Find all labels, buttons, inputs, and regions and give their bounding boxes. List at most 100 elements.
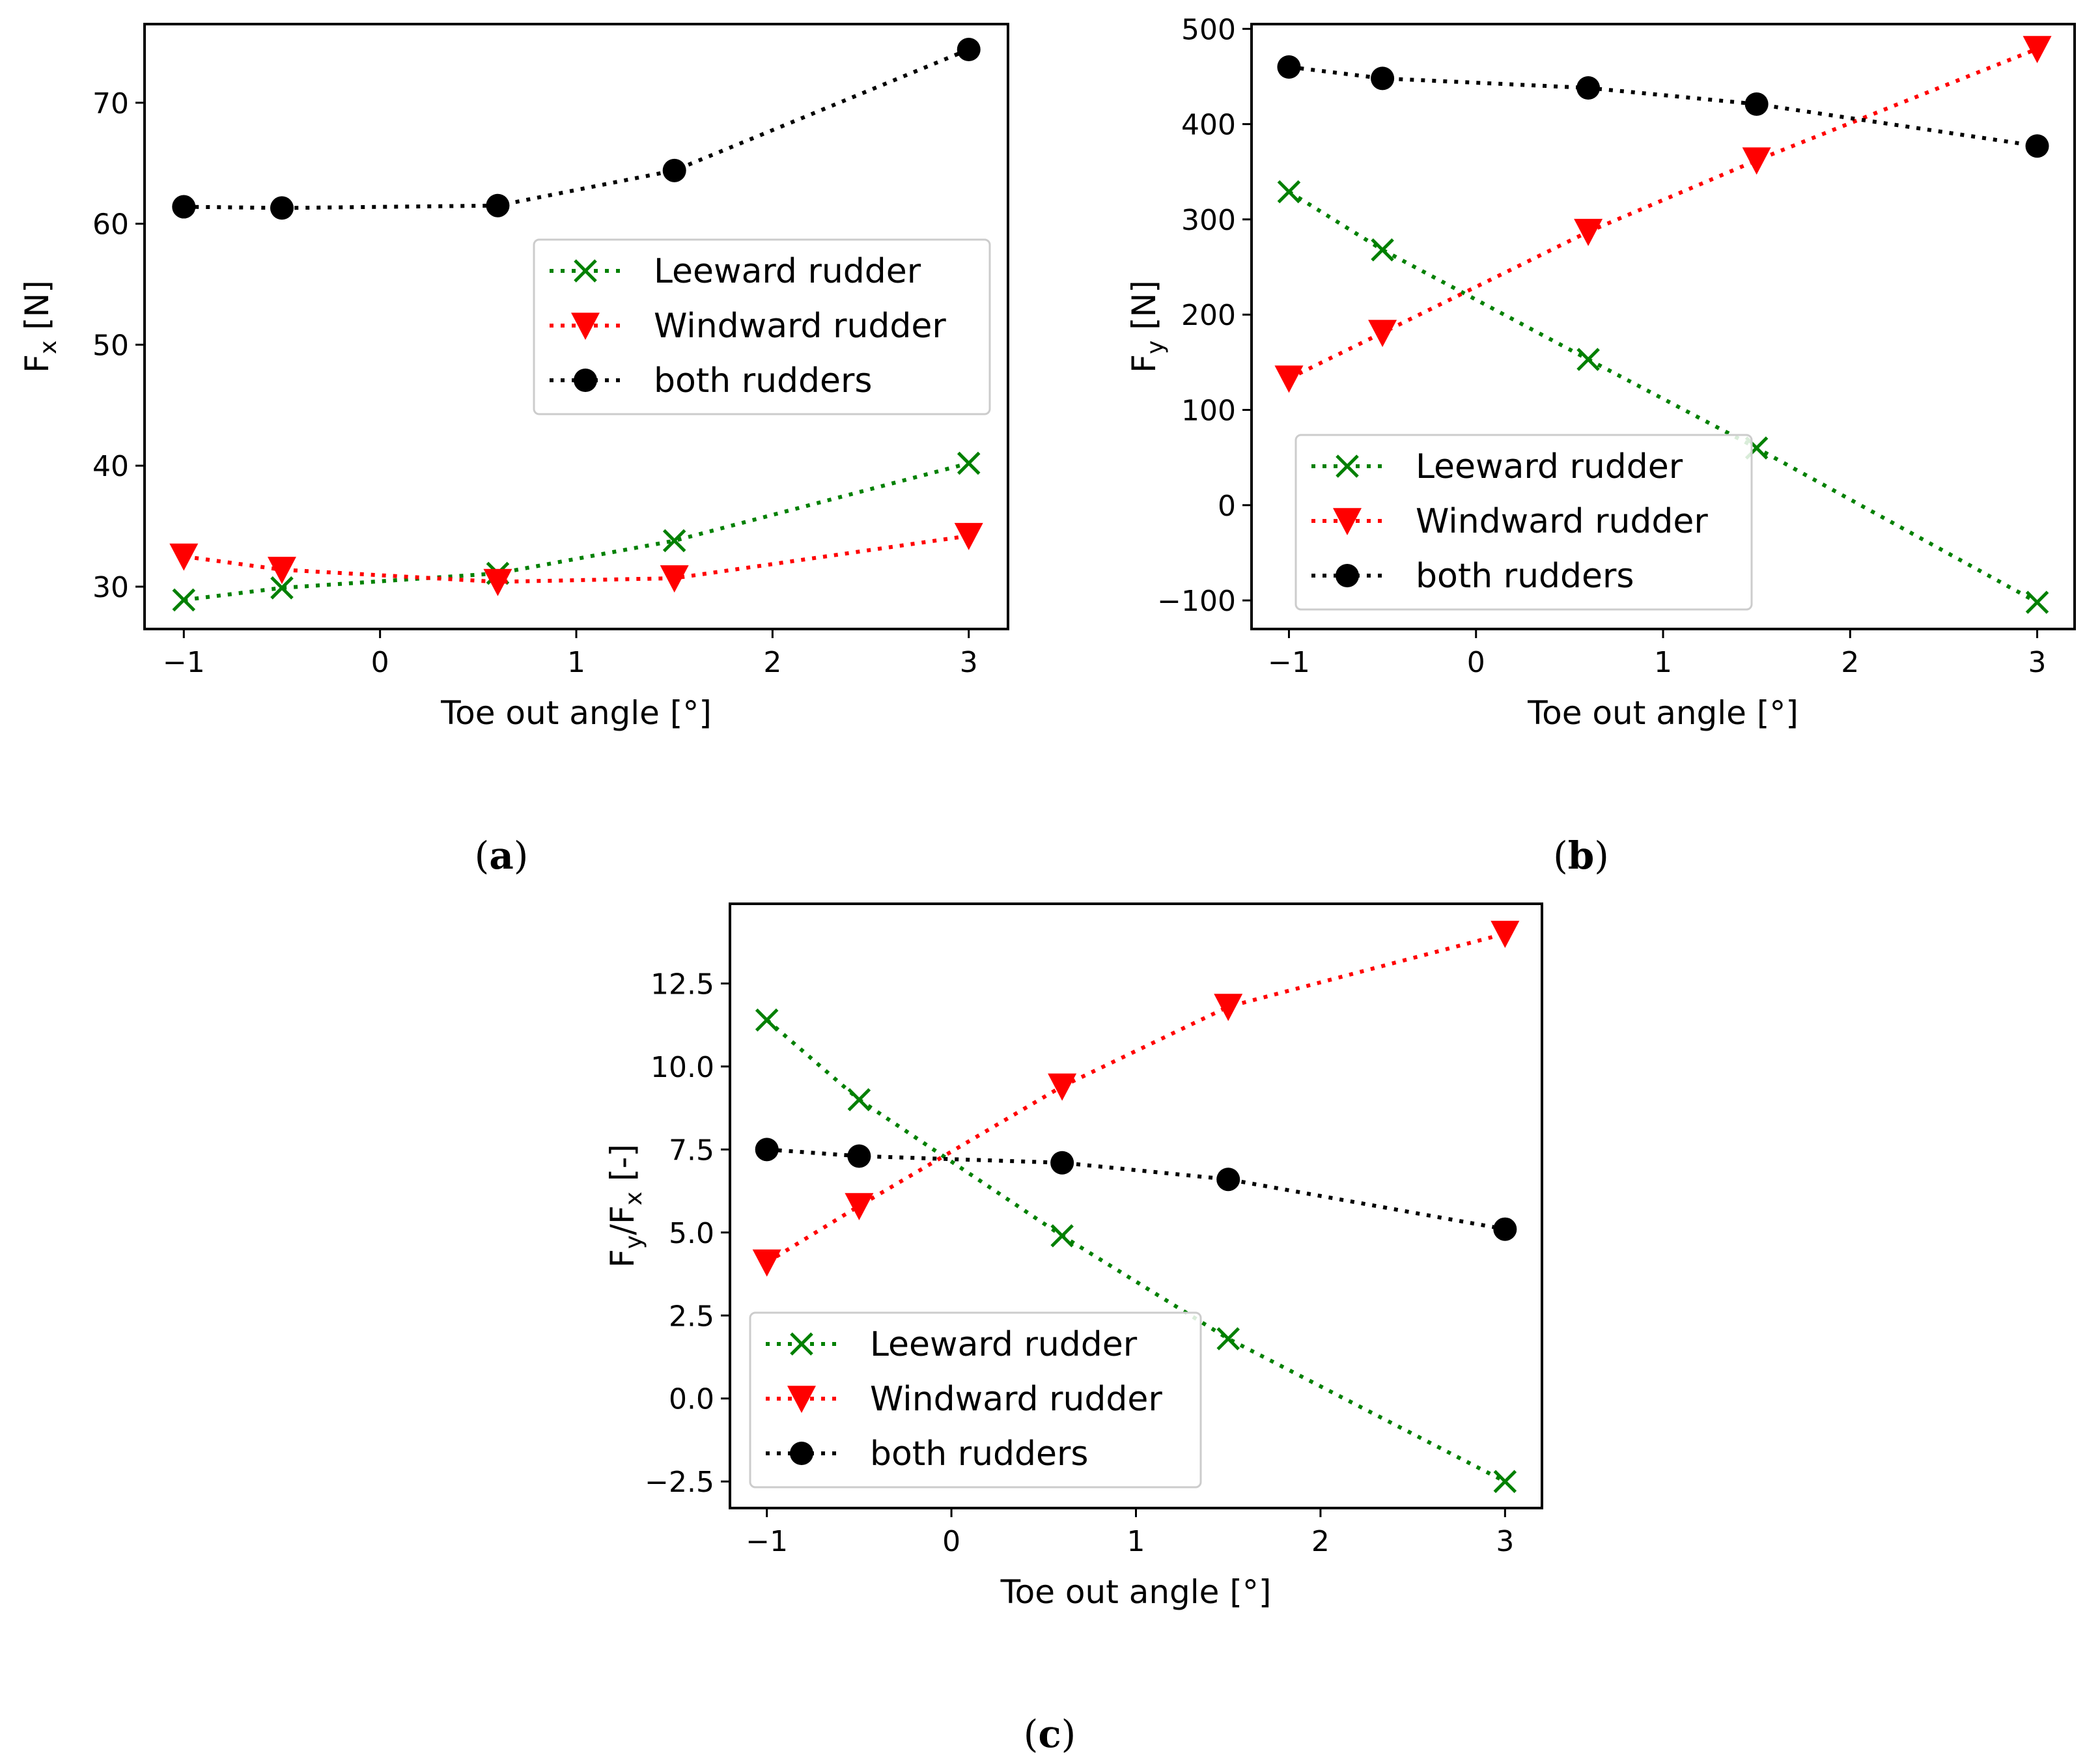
y-tick-label: 50 — [92, 329, 129, 362]
legend-box — [1295, 434, 1753, 611]
data-point-leeward-rudder — [1576, 348, 1600, 371]
data-point-both-rudders — [2025, 134, 2049, 158]
legend-marker-windward-rudder — [571, 313, 600, 340]
x-tick-label: 2 — [1841, 646, 1859, 679]
data-point-leeward-rudder — [1371, 238, 1394, 262]
x-tick-label: 2 — [1311, 1525, 1330, 1558]
legend-label-windward-rudder: Windward rudder — [1416, 502, 1708, 541]
data-point-both-rudders — [1371, 66, 1395, 91]
data-point-leeward-rudder — [755, 1008, 779, 1032]
panel-a-chart: −1 0 1 2 3 30 40 50 60 70 Toe out angle [°] Fx [N] L… — [18, 23, 1009, 878]
y-tick-label: 0 — [1218, 490, 1236, 523]
legend-label-both-rudders: both rudders — [1416, 557, 1634, 596]
x-axis-label: Toe out angle [°] — [1527, 694, 1799, 732]
x-tick-label: −1 — [746, 1525, 788, 1558]
data-point-windward-rudder — [1742, 147, 1771, 175]
legend-marker-leeward-rudder — [574, 259, 597, 283]
data-point-both-rudders — [957, 38, 981, 62]
data-point-leeward-rudder-stroke-2 — [172, 588, 196, 612]
data-point-both-rudders — [1050, 1151, 1074, 1175]
x-tick-label: 1 — [567, 646, 585, 679]
x-tick-label: 0 — [942, 1525, 960, 1558]
series-line-windward-rudder — [1288, 47, 2038, 380]
y-tick-label: −2.5 — [645, 1466, 714, 1499]
y-tick-label: 100 — [1181, 395, 1236, 428]
data-point-leeward-rudder-stroke-2 — [1050, 1224, 1074, 1248]
legend-marker-windward-rudder — [1333, 508, 1362, 535]
data-point-leeward-rudder-stroke-2 — [1277, 180, 1301, 204]
y-axis-label: Fy/Fx [-] — [604, 1144, 647, 1268]
x-tick-label: 1 — [1127, 1525, 1145, 1558]
data-point-windward-rudder — [1274, 365, 1304, 393]
y-tick-label: 0.0 — [669, 1383, 714, 1416]
data-point-leeward-rudder-stroke-2 — [957, 451, 981, 475]
y-tick-label: 7.5 — [669, 1134, 714, 1167]
legend-box — [533, 238, 991, 415]
data-point-leeward-rudder — [270, 576, 294, 600]
legend-marker-windward-rudder — [787, 1386, 816, 1413]
panel-b-chart: −1 0 1 2 3 −100 0 100 200 300 400 500 Toe out angle … — [1125, 13, 2076, 878]
data-point-both-rudders — [1216, 1168, 1240, 1192]
panel-c-chart: −1 0 1 2 3 −2.5 0.0 2.5 5.0 7.5 10.0 12.5 Toe out an… — [604, 902, 1543, 1756]
legend-label-windward-rudder: Windward rudder — [870, 1380, 1162, 1419]
data-point-both-rudders — [172, 195, 196, 219]
data-point-leeward-rudder-stroke-2 — [755, 1008, 779, 1032]
data-point-both-rudders — [1744, 92, 1769, 116]
data-point-leeward-rudder — [1277, 180, 1301, 204]
legend-marker-both-rudders — [1336, 564, 1359, 587]
data-point-windward-rudder — [169, 543, 199, 571]
y-tick-label: 12.5 — [651, 968, 714, 1001]
data-point-windward-rudder — [483, 568, 512, 596]
y-axis-label: Fx [N] — [18, 280, 62, 372]
series-line-windward-rudder — [766, 931, 1506, 1265]
data-point-leeward-rudder-stroke-2 — [1371, 238, 1394, 262]
series-line-both-rudders — [184, 48, 970, 210]
data-point-leeward-rudder — [2025, 591, 2049, 614]
y-tick-label: 70 — [92, 87, 129, 120]
x-tick-label: −1 — [1268, 646, 1310, 679]
series-line-both-rudders — [766, 1147, 1505, 1231]
x-tick-label: 0 — [1467, 646, 1485, 679]
data-point-both-rudders — [1277, 55, 1301, 79]
x-tick-label: 1 — [1654, 646, 1672, 679]
data-point-leeward-rudder-stroke-2 — [1576, 348, 1600, 371]
y-tick-label: 200 — [1181, 299, 1236, 332]
data-point-both-rudders — [486, 193, 510, 217]
y-tick-label: 500 — [1181, 13, 1236, 46]
panel-caption-c: (c) — [1024, 1712, 1076, 1756]
y-tick-label: 40 — [92, 450, 129, 483]
data-point-windward-rudder — [1574, 219, 1603, 246]
series-line-windward-rudder — [183, 533, 970, 584]
legend-marker-both-rudders — [574, 369, 597, 392]
x-tick-label: 0 — [371, 646, 389, 679]
legend-label-both-rudders: both rudders — [654, 361, 873, 400]
data-point-windward-rudder — [2023, 36, 2052, 64]
legend-marker-leeward-rudder — [790, 1332, 813, 1356]
x-tick-label: 2 — [763, 646, 781, 679]
data-point-both-rudders — [755, 1138, 779, 1162]
legend-box — [749, 1311, 1202, 1489]
series-line-leeward-rudder — [183, 461, 970, 602]
legend-label-leeward-rudder: Leeward rudder — [654, 252, 921, 291]
data-point-both-rudders — [1576, 76, 1601, 100]
data-point-windward-rudder — [752, 1249, 781, 1277]
data-point-windward-rudder — [845, 1193, 874, 1220]
x-tick-label: −1 — [163, 646, 205, 679]
data-point-leeward-rudder — [1216, 1327, 1240, 1350]
data-point-leeward-rudder — [847, 1088, 871, 1112]
y-tick-label: 400 — [1181, 109, 1236, 142]
legend-marker-leeward-rudder — [1336, 454, 1359, 478]
legend-c: Leeward rudder Windward rudder both rudder… — [749, 1311, 1202, 1489]
data-point-windward-rudder — [1214, 994, 1243, 1022]
data-point-both-rudders — [1493, 1217, 1517, 1241]
panel-caption-b: (b) — [1553, 833, 1609, 878]
legend-b: Leeward rudder Windward rudder both rudder… — [1295, 434, 1753, 611]
legend-marker-leeward-rudder-stroke-2 — [1336, 454, 1359, 478]
legend-label-leeward-rudder: Leeward rudder — [1416, 447, 1683, 486]
data-point-both-rudders — [662, 158, 686, 182]
panel-caption-a: (a) — [475, 833, 529, 878]
legend-label-leeward-rudder: Leeward rudder — [870, 1325, 1138, 1364]
data-point-leeward-rudder — [1050, 1224, 1074, 1248]
x-tick-label: 3 — [960, 646, 978, 679]
